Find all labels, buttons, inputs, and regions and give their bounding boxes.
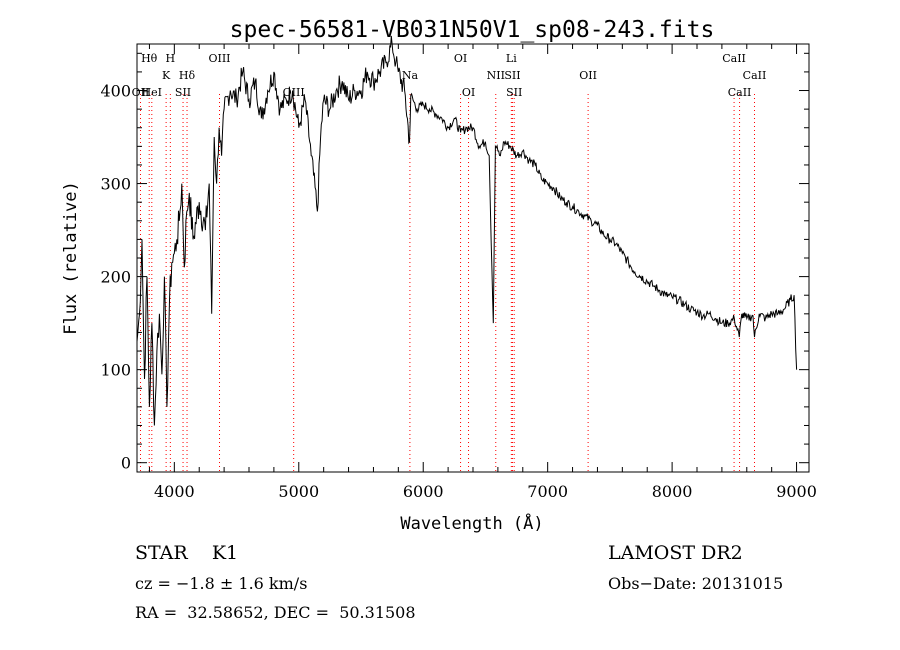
x-tick-label: 7000 — [527, 482, 568, 501]
redshift-text: cz = −1.8 ± 1.6 km/s — [135, 574, 308, 593]
line-marker-label: SII — [506, 86, 522, 99]
line-marker-label: Hδ — [179, 69, 196, 82]
x-tick-label: 8000 — [652, 482, 693, 501]
y-tick-label: 200 — [100, 268, 131, 287]
line-marker-label: OII — [132, 86, 150, 99]
line-marker-label: OI — [462, 86, 475, 99]
line-marker-label: Na — [402, 69, 419, 82]
coordinates-text: RA = 32.58652, DEC = 50.31508 — [135, 603, 416, 622]
x-axis-label: Wavelength (Å) — [400, 512, 543, 534]
line-marker-label: NII — [487, 69, 505, 82]
line-marker-label: H — [166, 52, 176, 65]
line-marker-label: SII — [504, 69, 520, 82]
x-tick-label: 5000 — [278, 482, 319, 501]
survey-name: LAMOST DR2 — [608, 542, 743, 564]
line-marker-label: CaII — [722, 52, 746, 65]
spectrum-line — [136, 35, 798, 426]
y-axis-label: Flux (relative) — [61, 181, 81, 335]
axis-ticks: 4000 5000 6000 7000 8000 9000 0 100 200 300 400 — [100, 44, 817, 501]
line-marker-label: OIII — [208, 52, 230, 65]
line-marker-label: SII — [175, 86, 191, 99]
line-marker-label: Hθ — [141, 52, 158, 65]
object-class: STAR K1 — [135, 542, 239, 564]
line-marker-label: Li — [506, 52, 517, 65]
obs-date: Obs−Date: 20131015 — [608, 574, 784, 593]
x-tick-label: 9000 — [776, 482, 817, 501]
chart-title: spec-56581-VB031N50V1_sp08-243.fits — [230, 17, 715, 43]
plot-frame — [136, 43, 810, 473]
x-tick-label: 6000 — [403, 482, 444, 501]
y-tick-label: 400 — [100, 82, 131, 101]
line-marker-label: K — [162, 69, 171, 82]
series-layer — [136, 35, 798, 426]
line-marker-label: CaII — [728, 86, 752, 99]
y-tick-label: 300 — [100, 175, 131, 194]
line-marker-label: HeI — [142, 86, 162, 99]
x-tick-label: 4000 — [154, 482, 195, 501]
emission-line-markers: HθOIIHeIKHSIIHδOIIIOIIINaOIOINIILiSIISII… — [132, 52, 767, 472]
y-tick-label: 0 — [121, 454, 131, 473]
line-marker-label: OIII — [283, 86, 305, 99]
line-marker-label: OI — [454, 52, 467, 65]
line-marker-label: OII — [579, 69, 597, 82]
line-marker-label: CaII — [743, 69, 767, 82]
y-tick-label: 100 — [100, 361, 131, 380]
